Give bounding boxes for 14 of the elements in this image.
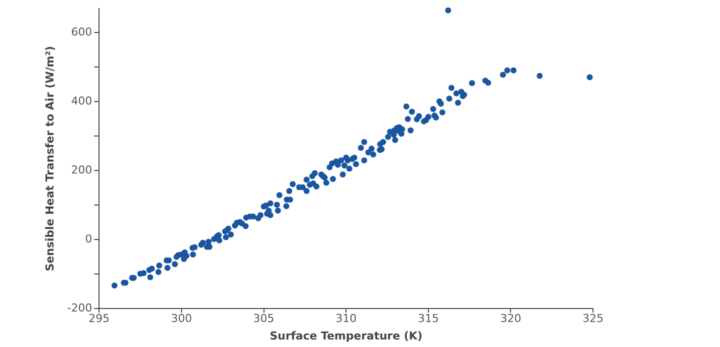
- x-tick-label: 315: [418, 312, 439, 326]
- x-tick-label: 295: [88, 312, 110, 326]
- y-tick-label: 400: [71, 94, 92, 108]
- x-tick-label: 305: [253, 312, 274, 326]
- y-tick-label: 600: [71, 26, 92, 39]
- x-tick-label: 320: [500, 312, 522, 326]
- x-axis-title: Surface Temperature (K): [270, 329, 422, 342]
- x-tick-label: 310: [336, 312, 357, 326]
- y-tick-label: -200: [67, 301, 92, 314]
- y-axis-title: Sensible Heat Transfer to Air (W/m²): [43, 46, 56, 272]
- y-tick-label: 0: [85, 232, 92, 246]
- x-tick-label: 325: [582, 312, 604, 326]
- y-tick-label: 200: [71, 164, 92, 177]
- x-tick-label: 300: [170, 312, 192, 326]
